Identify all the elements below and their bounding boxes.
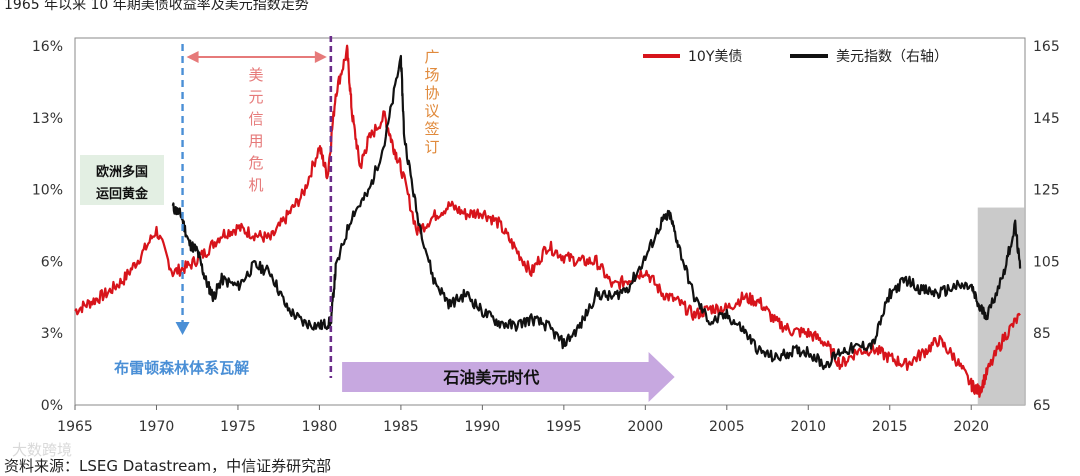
y-right-tick-label: 105 <box>1033 254 1060 270</box>
x-tick-label: 1965 <box>57 419 93 435</box>
source-note: 资料来源：LSEG Datastream，中信证券研究部 <box>4 457 332 475</box>
series-layer <box>74 44 1022 398</box>
x-tick-label: 1970 <box>139 419 175 435</box>
x-tick-label: 2010 <box>790 419 826 435</box>
y-right-tick-label: 85 <box>1033 326 1051 342</box>
annotation-plaza-accord: 协 <box>424 84 439 102</box>
annotation-credit-crisis: 用 <box>248 132 263 150</box>
x-tick-label: 2015 <box>872 419 908 435</box>
series-us10y-line <box>74 44 1021 398</box>
annotation-plaza-accord: 议 <box>424 102 439 120</box>
gold-return-box <box>80 155 164 205</box>
annotation-credit-crisis: 机 <box>248 176 263 194</box>
y-left-tick-label: 10% <box>32 183 63 199</box>
annotation-credit-crisis: 信 <box>248 110 263 128</box>
chart-title: 1965 年以来 10 年期美债收益率及美元指数走势 <box>4 0 309 13</box>
annotation-credit-crisis: 元 <box>248 88 263 106</box>
annotation-gold-return: 欧洲多国 <box>96 164 148 180</box>
y-right-tick-label: 125 <box>1033 183 1060 199</box>
y-right-tick-label: 65 <box>1033 398 1051 414</box>
series-dxy-line <box>171 54 1022 371</box>
legend-label-dxy: 美元指数（右轴） <box>836 49 948 65</box>
y-right-tick-label: 165 <box>1033 39 1060 55</box>
annotation-credit-crisis: 美 <box>248 66 263 84</box>
y-left-tick-label: 6% <box>41 254 63 270</box>
annotation-bretton-woods: 布雷顿森林体系瓦解 <box>114 359 249 377</box>
x-tick-label: 2000 <box>628 419 664 435</box>
annotation-gold-return: 运回黄金 <box>96 186 149 202</box>
annotation-plaza-accord: 订 <box>424 138 439 156</box>
watermark: 大数跨境 <box>12 441 72 459</box>
y-right-tick-label: 145 <box>1033 111 1060 127</box>
x-tick-label: 2020 <box>953 419 989 435</box>
y-left-tick-label: 0% <box>41 398 63 414</box>
y-left-tick-label: 3% <box>41 326 63 342</box>
annotation-layer: 欧洲多国运回黄金 美元信用危机 广场协议签订布雷顿森林体系瓦解石油美元时代大数跨境 <box>12 36 675 459</box>
y-left-tick-label: 13% <box>32 111 63 127</box>
annotation-plaza-accord: 签 <box>424 120 439 138</box>
annotation-credit-crisis: 危 <box>248 154 263 172</box>
annotation-plaza-accord: 场 <box>424 66 439 84</box>
y-left-tick-label: 16% <box>32 39 63 55</box>
x-tick-label: 1990 <box>465 419 501 435</box>
x-tick-label: 1975 <box>220 419 256 435</box>
legend: 10Y美债 美元指数（右轴） <box>643 49 948 65</box>
axis-layer: 1965 1970 1975 1980 1985 1990 1995 2000 2005 2010… <box>32 39 1060 435</box>
x-tick-label: 1995 <box>546 419 582 435</box>
x-tick-label: 1980 <box>302 419 338 435</box>
x-tick-label: 2005 <box>709 419 745 435</box>
span-arrowhead-right <box>314 51 327 63</box>
bretton-woods-arrowhead <box>175 322 190 335</box>
legend-label-us10y: 10Y美债 <box>688 49 742 65</box>
span-arrowhead-left <box>186 51 199 63</box>
annotation-plaza-accord: 广 <box>424 48 439 66</box>
annotation-oil-dollar: 石油美元时代 <box>442 368 539 387</box>
oil-dollar-era-arrow <box>342 352 675 402</box>
x-tick-label: 1985 <box>383 419 419 435</box>
